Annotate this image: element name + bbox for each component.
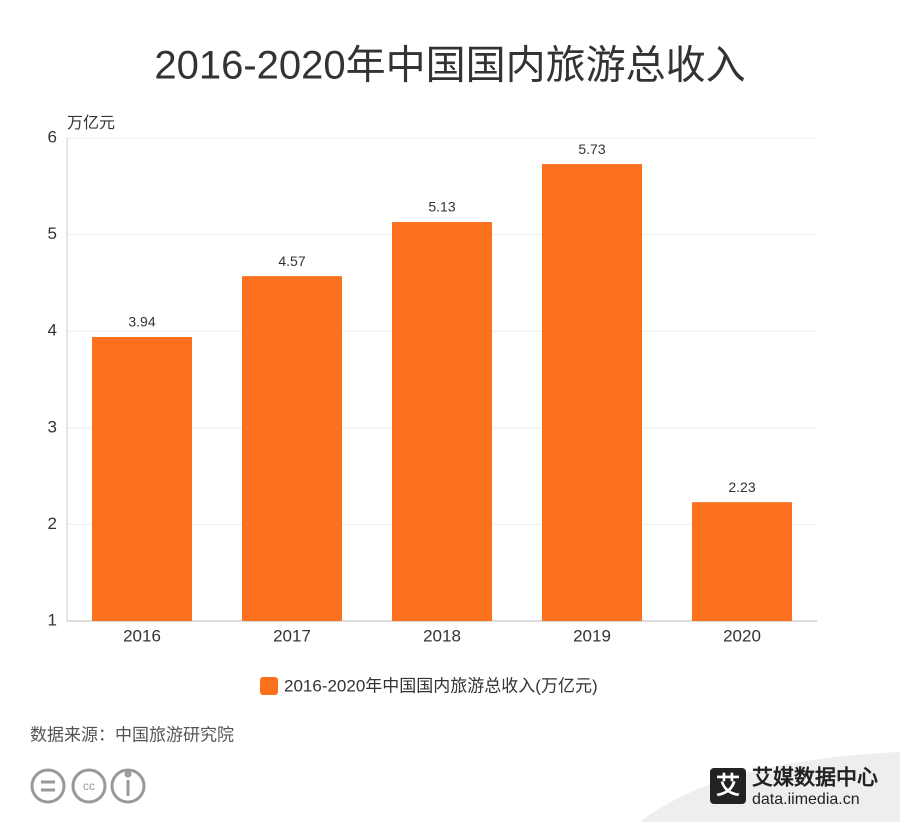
value-label: 2.23	[728, 479, 755, 495]
source: 数据来源：中国旅游研究院	[30, 725, 234, 744]
x-tick-label: 2019	[573, 626, 611, 645]
license-icons	[30, 768, 146, 804]
value-label: 3.94	[128, 314, 155, 330]
bar	[92, 336, 192, 621]
bar	[392, 222, 492, 622]
y-tick-label: 2	[48, 514, 57, 533]
y-tick-label: 5	[48, 224, 57, 243]
brand-url: data.iimedia.cn	[752, 791, 860, 808]
y-tick-label: 6	[48, 127, 57, 146]
x-tick-label: 2018	[423, 626, 461, 645]
chart-title: 2016-2020年中国国内旅游总收入	[154, 44, 745, 88]
y-tick-label: 1	[48, 610, 57, 629]
logo-box	[710, 768, 746, 804]
y-tick-label: 4	[48, 321, 57, 340]
cc-icon: cc	[83, 779, 95, 793]
x-tick-label: 2016	[123, 626, 161, 645]
bar	[542, 164, 642, 621]
bar	[692, 502, 792, 621]
x-tick-label: 2020	[723, 626, 761, 645]
footer-swoosh	[640, 752, 900, 822]
legend-label: 2016-2020年中国国内旅游总收入(万亿元)	[284, 676, 598, 695]
value-label: 5.73	[578, 141, 605, 157]
x-tick-label: 2017	[273, 626, 311, 645]
value-label: 4.57	[278, 253, 305, 269]
legend-swatch	[260, 677, 278, 695]
brand: 艾媒数据中心	[752, 766, 878, 790]
bar	[242, 276, 342, 621]
value-label: 5.13	[428, 199, 455, 215]
y-tick-label: 3	[48, 417, 57, 436]
y-axis-label: 万亿元	[67, 114, 115, 132]
logo-mark: 艾	[716, 772, 740, 799]
